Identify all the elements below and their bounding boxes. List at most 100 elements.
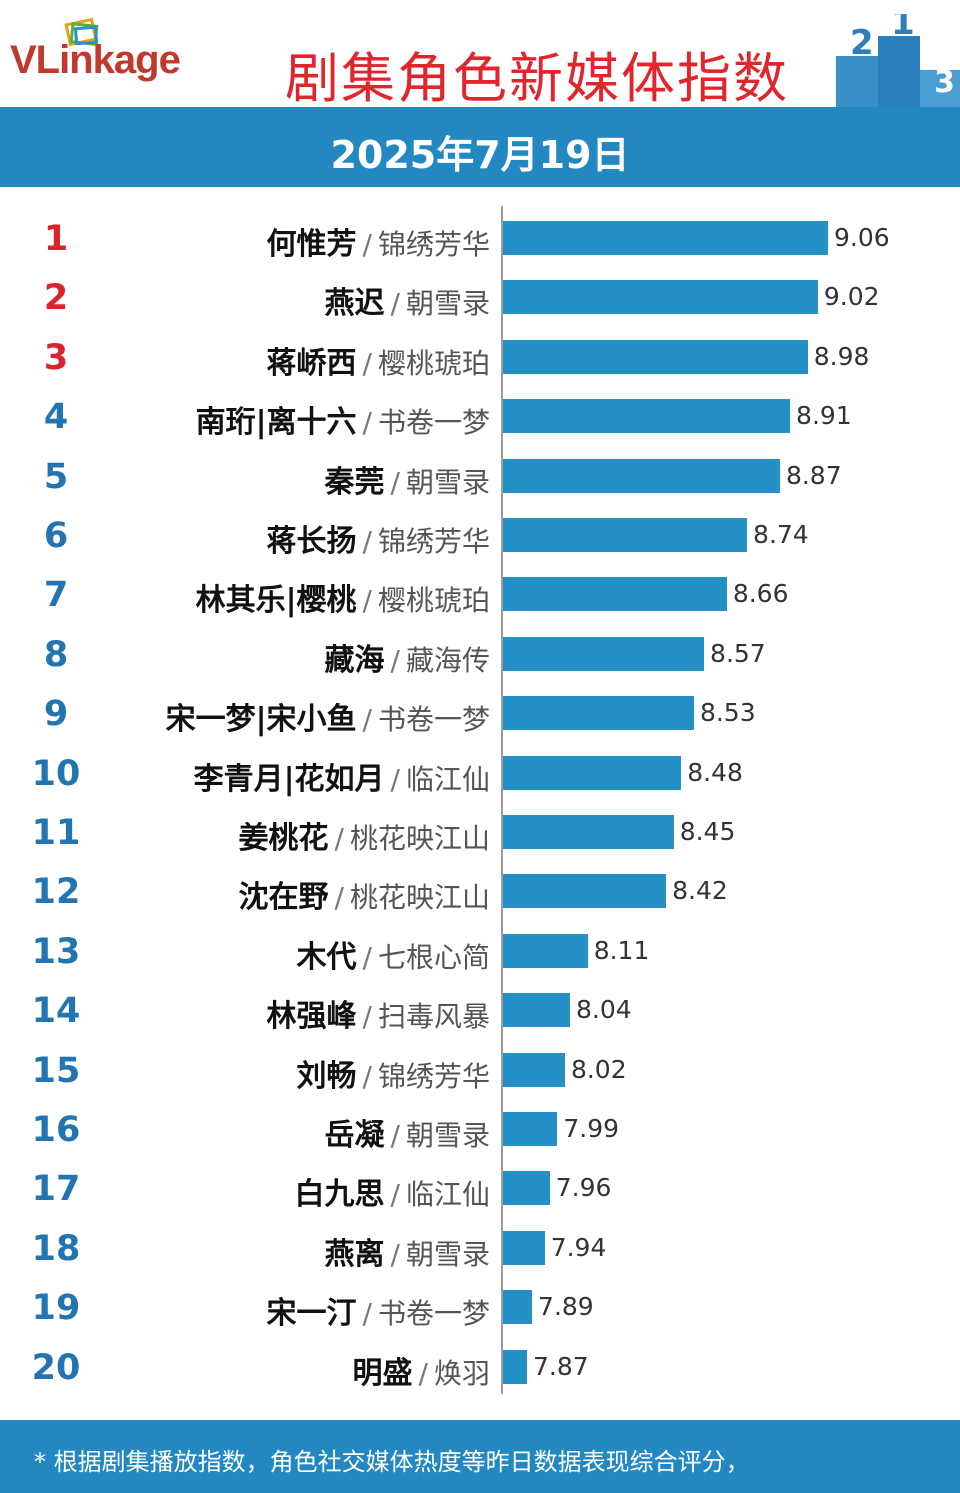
drama-title: 临江仙 [405, 762, 490, 796]
logo: VLinkage [10, 38, 181, 82]
svg-text:3: 3 [934, 65, 955, 100]
separator: / [362, 703, 372, 737]
character-name: 李青月|花如月 [193, 761, 385, 797]
chart-row: 13 木代 / 七根心简 8.11 [0, 922, 960, 981]
row-label: 岳凝 / 朝雪录 [325, 1110, 490, 1154]
rank-number: 6 [43, 516, 69, 556]
page-title: 剧集角色新媒体指数 [285, 47, 789, 110]
bar [503, 518, 748, 552]
drama-title: 樱桃琥珀 [377, 346, 490, 380]
row-label: 沈在野 / 桃花映江山 [239, 872, 490, 916]
bar [503, 458, 780, 493]
bar-value-label: 8.11 [593, 935, 650, 965]
separator: / [362, 584, 372, 618]
character-name: 燕离 [324, 1236, 385, 1272]
chart-row: 6 蒋长扬 / 锦绣芳华 8.74 [0, 506, 960, 565]
separator: / [390, 762, 400, 796]
bar-value-label: 9.06 [834, 223, 890, 252]
row-label: 何惟芳 / 锦绣芳华 [267, 219, 490, 263]
bar-value-label: 7.99 [563, 1114, 620, 1143]
chart-row: 7 林其乐|樱桃 / 樱桃琥珀 8.66 [0, 565, 960, 624]
bar [503, 399, 791, 434]
separator: / [390, 287, 400, 321]
bar-value-label: 8.04 [576, 995, 632, 1025]
rank-number: 11 [31, 813, 81, 853]
chart-row: 20 明盛 / 焕羽 7.87 [0, 1338, 960, 1397]
bar-value-label: 9.02 [823, 282, 880, 312]
drama-title: 扫毒风暴 [377, 1000, 490, 1034]
chart-row: 4 南珩|离十六 / 书卷一梦 8.91 [0, 387, 960, 446]
rank-number: 7 [43, 575, 69, 616]
drama-title: 朝雪录 [405, 287, 490, 321]
bar-value-label: 7.94 [550, 1232, 607, 1262]
character-name: 藏海 [324, 642, 385, 678]
row-label: 林其乐|樱桃 / 樱桃琥珀 [196, 575, 490, 619]
row-label: 林强峰 / 扫毒风暴 [267, 991, 490, 1035]
bar [503, 577, 727, 612]
drama-title: 书卷一梦 [377, 1297, 490, 1331]
bar-value-label: 8.53 [699, 698, 756, 728]
bar-value-label: 8.45 [679, 817, 736, 846]
row-label: 蒋长扬 / 锦绣芳华 [267, 516, 490, 560]
character-name: 燕迟 [324, 286, 385, 322]
separator: / [362, 406, 372, 440]
bar [503, 1052, 565, 1087]
drama-title: 桃花映江山 [349, 822, 490, 855]
bar [503, 280, 818, 315]
chart-row: 10 李青月|花如月 / 临江仙 8.48 [0, 744, 960, 803]
bar [503, 636, 705, 671]
separator: / [362, 940, 372, 974]
rank-number: 9 [43, 694, 69, 735]
rank-number: 20 [31, 1347, 81, 1388]
svg-text:2: 2 [850, 23, 874, 63]
character-name: 宋一汀 [266, 1296, 357, 1332]
character-name: 南珩|离十六 [195, 405, 357, 441]
separator: / [390, 465, 400, 499]
chart-row: 12 沈在野 / 桃花映江山 8.42 [0, 862, 960, 921]
bar-value-label: 8.98 [813, 341, 870, 371]
rank-number: 5 [43, 456, 69, 497]
chart-row: 15 刘畅 / 锦绣芳华 8.02 [0, 1041, 960, 1100]
separator: / [334, 881, 344, 915]
character-name: 沈在野 [238, 880, 329, 916]
drama-title: 朝雪录 [405, 465, 490, 499]
rank-number: 16 [31, 1110, 81, 1150]
bar-value-label: 8.48 [687, 757, 743, 787]
bar [503, 1349, 527, 1384]
drama-title: 临江仙 [405, 1178, 490, 1212]
chart-row: 19 宋一汀 / 书卷一梦 7.89 [0, 1278, 960, 1337]
bar-value-label: 8.66 [732, 579, 789, 609]
drama-title: 书卷一梦 [377, 406, 490, 440]
chart-row: 8 藏海 / 藏海传 8.57 [0, 625, 960, 684]
drama-title: 书卷一梦 [377, 703, 490, 737]
row-label: 木代 / 七根心简 [297, 932, 490, 976]
character-name: 白九思 [294, 1177, 385, 1213]
bar-value-label: 7.89 [538, 1292, 594, 1322]
separator: / [362, 346, 372, 380]
logo-emblem-icon [64, 17, 99, 47]
rank-number: 12 [31, 872, 81, 913]
bar [503, 1290, 533, 1325]
bar [503, 339, 808, 374]
bar-value-label: 8.74 [753, 520, 809, 549]
character-name: 林其乐|樱桃 [195, 583, 357, 619]
separator: / [390, 643, 400, 677]
drama-title: 焕羽 [433, 1356, 490, 1390]
character-name: 明盛 [352, 1355, 413, 1391]
separator: / [390, 1237, 400, 1271]
row-label: 南珩|离十六 / 书卷一梦 [196, 397, 490, 441]
character-name: 岳凝 [324, 1118, 385, 1153]
bar [503, 1171, 550, 1206]
footer-note: * 根据剧集播放指数，角色社交媒体热度等昨日数据表现综合评分， [34, 1448, 750, 1476]
bar [503, 1230, 545, 1265]
chart-axis-line [501, 206, 503, 1394]
rank-number: 17 [31, 1169, 81, 1210]
rank-number: 2 [43, 278, 69, 319]
podium-icon: 2 1 3 [836, 14, 960, 107]
chart-row: 9 宋一梦|宋小鱼 / 书卷一梦 8.53 [0, 684, 960, 743]
drama-title: 锦绣芳华 [377, 525, 490, 558]
chart-row: 16 岳凝 / 朝雪录 7.99 [0, 1100, 960, 1159]
rank-number: 13 [31, 931, 81, 972]
separator: / [390, 1119, 400, 1152]
row-label: 蒋峤西 / 樱桃琥珀 [267, 338, 490, 382]
